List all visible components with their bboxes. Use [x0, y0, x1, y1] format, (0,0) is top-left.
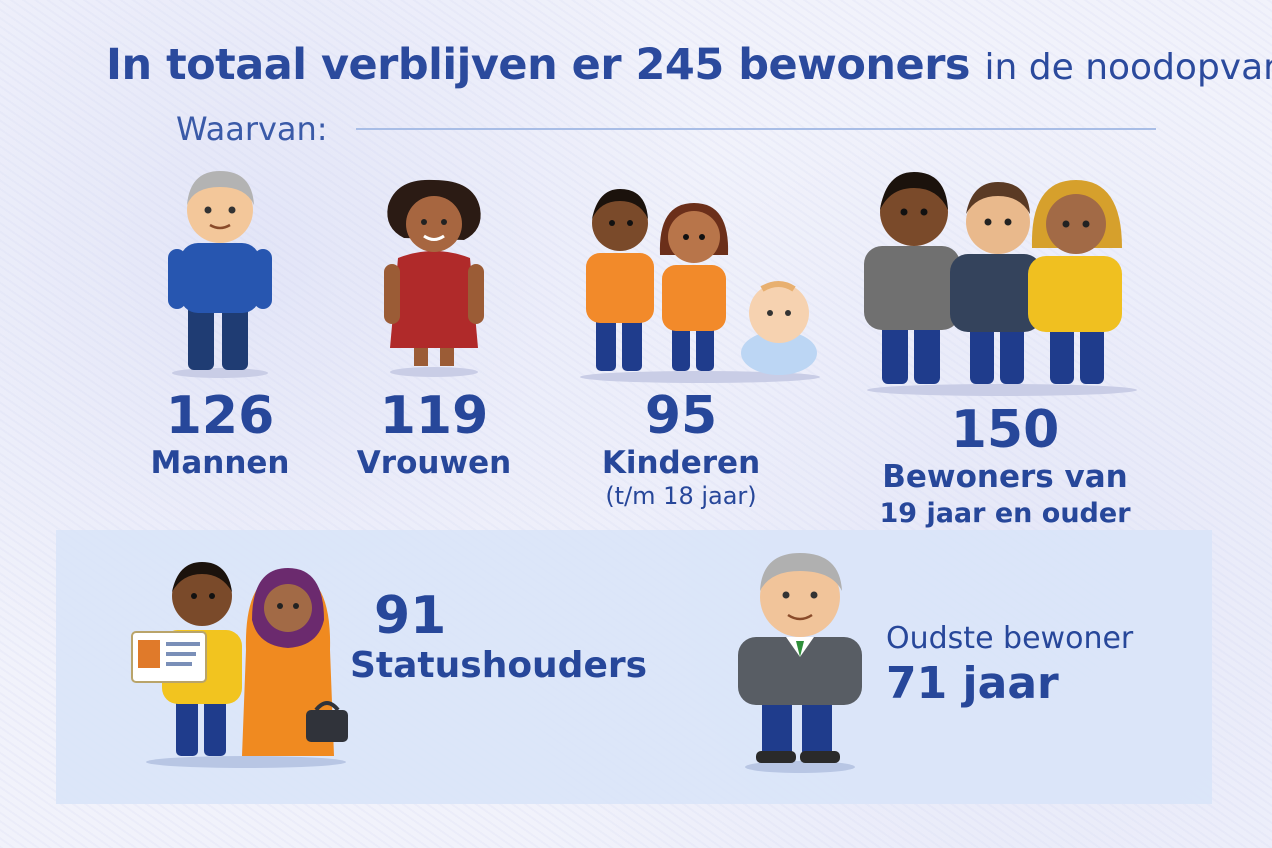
woman-illustration	[378, 178, 490, 378]
stat-children: 95 Kinderen (t/m 18 jaar)	[576, 388, 786, 510]
stat-adults: 150 Bewoners van 19 jaar en ouder	[860, 402, 1150, 532]
headline-rest: in de noodopvang.	[984, 47, 1272, 88]
children-number: 95	[644, 386, 718, 446]
adults-label-line2: 19 jaar en ouder	[879, 498, 1131, 529]
stat-women: 119 Vrouwen	[344, 388, 524, 482]
oldest-label: Oudste bewoner	[886, 621, 1134, 656]
headline-bold: In totaal verblijven er 245 bewoners	[106, 40, 971, 90]
status-holders-number: 91	[374, 586, 447, 646]
women-label: Vrouwen	[356, 445, 512, 481]
women-number: 119	[379, 386, 489, 446]
oldest-resident-illustration	[730, 545, 870, 775]
adults-number: 150	[950, 400, 1060, 460]
stat-status-holders: 91 Statushouders	[350, 588, 647, 688]
men-number: 126	[165, 386, 275, 446]
subheading: Waarvan:	[176, 110, 328, 148]
stat-oldest: Oudste bewoner 71 jaar	[886, 620, 1133, 710]
men-label: Mannen	[150, 445, 290, 481]
headline: In totaal verblijven er 245 bewoners in …	[106, 40, 1272, 90]
man-illustration	[160, 165, 280, 380]
divider-line	[356, 128, 1156, 130]
status-holders-illustration	[128, 560, 358, 770]
stat-men: 126 Mannen	[130, 388, 310, 482]
status-holders-label: Statushouders	[350, 645, 648, 686]
children-illustration	[572, 185, 827, 385]
adults-label: Bewoners van	[882, 459, 1128, 495]
children-note: (t/m 18 jaar)	[605, 482, 757, 510]
oldest-value: 71 jaar	[886, 658, 1059, 709]
children-label: Kinderen	[601, 445, 761, 481]
adults-illustration	[860, 170, 1145, 398]
